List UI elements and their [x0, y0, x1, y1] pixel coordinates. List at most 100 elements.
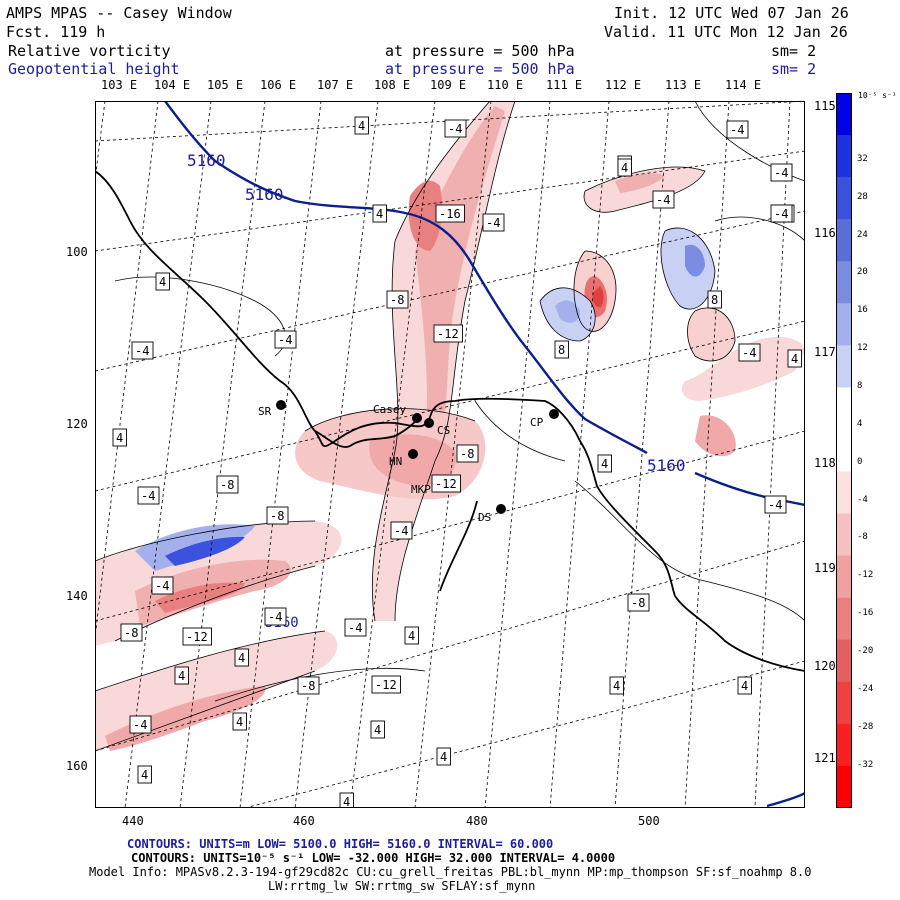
svg-text:4: 4: [141, 768, 148, 782]
map-frame: [95, 101, 805, 808]
colorbar-level-label: 20: [857, 267, 868, 278]
footer-height-contours: CONTOURS: UNITS=m LOW= 5100.0 HIGH= 5160…: [127, 837, 554, 851]
vorticity-label: 4: [112, 428, 127, 447]
vorticity-label: 4: [609, 676, 624, 695]
colorbar-level-label: -20: [857, 645, 874, 656]
station-dot-casey: [412, 413, 422, 423]
svg-text:4: 4: [408, 629, 415, 643]
field2-name: Geopotential height: [8, 60, 180, 78]
svg-text:-8: -8: [390, 293, 404, 307]
vorticity-label: 4: [234, 648, 249, 667]
vorticity-label: -16: [435, 204, 465, 223]
field1-level: at pressure = 500 hPa: [385, 42, 575, 60]
colorbar-cell: [836, 345, 852, 388]
field2-smooth: sm= 2: [771, 60, 817, 78]
vorticity-label: -4: [264, 607, 287, 626]
svg-text:-4: -4: [155, 579, 169, 593]
svg-text:4: 4: [376, 207, 383, 221]
svg-text:4: 4: [613, 679, 620, 693]
lon-label: 104 E: [154, 78, 191, 92]
colorbar-level-label: 28: [857, 191, 868, 202]
vorticity-label: 4: [354, 116, 369, 135]
colorbar-cell: [836, 723, 852, 767]
colorbar-cell: [836, 471, 852, 515]
vorticity-label: -8: [266, 506, 289, 525]
colorbar-level-label: 32: [857, 153, 868, 164]
colorbar-level-label: -28: [857, 721, 874, 732]
init-time: Init. 12 UTC Wed 07 Jan 26: [614, 4, 849, 22]
svg-text:-12: -12: [437, 327, 459, 341]
svg-text:-4: -4: [141, 489, 155, 503]
svg-text:-12: -12: [435, 477, 457, 491]
vorticity-label: 4: [174, 666, 189, 685]
colorbar-cell: [836, 429, 852, 473]
colorbar: [836, 93, 852, 808]
vorticity-label: -4: [738, 343, 761, 362]
svg-text:-8: -8: [631, 596, 645, 610]
vorticity-label: 4: [339, 792, 354, 808]
model-title: AMPS MPAS -- Casey Window: [6, 4, 232, 22]
vorticity-label: -12: [433, 324, 463, 343]
vorticity-labels: 4 -4 -4 4 -4 -16 -4 -8 -4 4 -4 -8 -12 -4 4 -4 8 8 -4 4 4 -8 4 4…: [112, 116, 802, 808]
height-labels: 5160 5160 5160 5160: [187, 151, 686, 631]
colorbar-level-label: 0: [857, 456, 863, 467]
svg-text:-8: -8: [270, 509, 284, 523]
station-labels: SR Casey CS HN MKP DS CP: [258, 403, 544, 524]
svg-text:-12: -12: [375, 678, 397, 692]
svg-text:4: 4: [440, 750, 447, 764]
vorticity-label: -12: [371, 675, 401, 694]
svg-text:-4: -4: [486, 216, 500, 230]
svg-text:4: 4: [343, 795, 350, 808]
x-tick-label: 460: [293, 814, 315, 828]
colorbar-cell: [836, 177, 852, 220]
vorticity-negative-shading: [135, 227, 715, 571]
station-label: DS: [478, 511, 491, 524]
svg-text:-4: -4: [268, 610, 282, 624]
footer-model-info-2: LW:rrtmg_lw SW:rrtmg_sw SFLAY:sf_mynn: [268, 879, 536, 893]
station-label: CS: [437, 424, 450, 437]
station-label: SR: [258, 405, 272, 418]
lat-lon-grid: [95, 101, 805, 808]
station-label: Casey: [373, 403, 406, 416]
vorticity-label: 4: [372, 204, 387, 223]
svg-text:-4: -4: [774, 166, 788, 180]
svg-text:-8: -8: [460, 447, 474, 461]
lon-label: 106 E: [260, 78, 297, 92]
svg-text:4: 4: [791, 352, 798, 366]
footer-vorticity-contours: CONTOURS: UNITS=10⁻⁵ s⁻¹ LOW= -32.000 HI…: [131, 851, 616, 865]
station-label: HN: [389, 455, 402, 468]
vorticity-label: -4: [344, 618, 367, 637]
vorticity-label: 4: [436, 747, 451, 766]
colorbar-cell: [836, 219, 852, 262]
colorbar-level-label: -24: [857, 683, 874, 694]
lon-label: 109 E: [430, 78, 467, 92]
y-tick-label: 100: [66, 245, 88, 259]
svg-text:-4: -4: [730, 123, 744, 137]
valid-time: Valid. 11 UTC Mon 12 Jan 26: [604, 23, 848, 41]
y-tick-label: 120: [66, 417, 88, 431]
colorbar-cell: [836, 303, 852, 346]
y-tick-label: 140: [66, 589, 88, 603]
vorticity-label: -4: [390, 521, 413, 540]
vorticity-label: -8: [386, 290, 409, 309]
svg-text:4: 4: [238, 651, 245, 665]
coastline: [95, 170, 805, 672]
colorbar-level-label: 4: [857, 418, 863, 429]
svg-text:4: 4: [601, 457, 608, 471]
colorbar-level-label: -32: [857, 759, 874, 770]
forecast-hour: Fcst. 119 h: [6, 23, 106, 41]
svg-text:-8: -8: [220, 478, 234, 492]
colorbar-level-label: -12: [857, 570, 874, 581]
svg-text:-4: -4: [135, 344, 149, 358]
lon-label: 112 E: [605, 78, 642, 92]
station-dot-hn: [408, 449, 418, 459]
svg-text:-8: -8: [124, 626, 138, 640]
x-tick-label: 480: [466, 814, 488, 828]
svg-text:4: 4: [178, 669, 185, 683]
field2-level: at pressure = 500 hPa: [385, 60, 575, 78]
colorbar-cell: [836, 135, 852, 178]
colorbar-level-label: -4: [857, 494, 868, 505]
station-dot-sr: [276, 400, 286, 410]
height-label: 5160: [245, 185, 284, 204]
vorticity-label: 4: [137, 765, 152, 784]
